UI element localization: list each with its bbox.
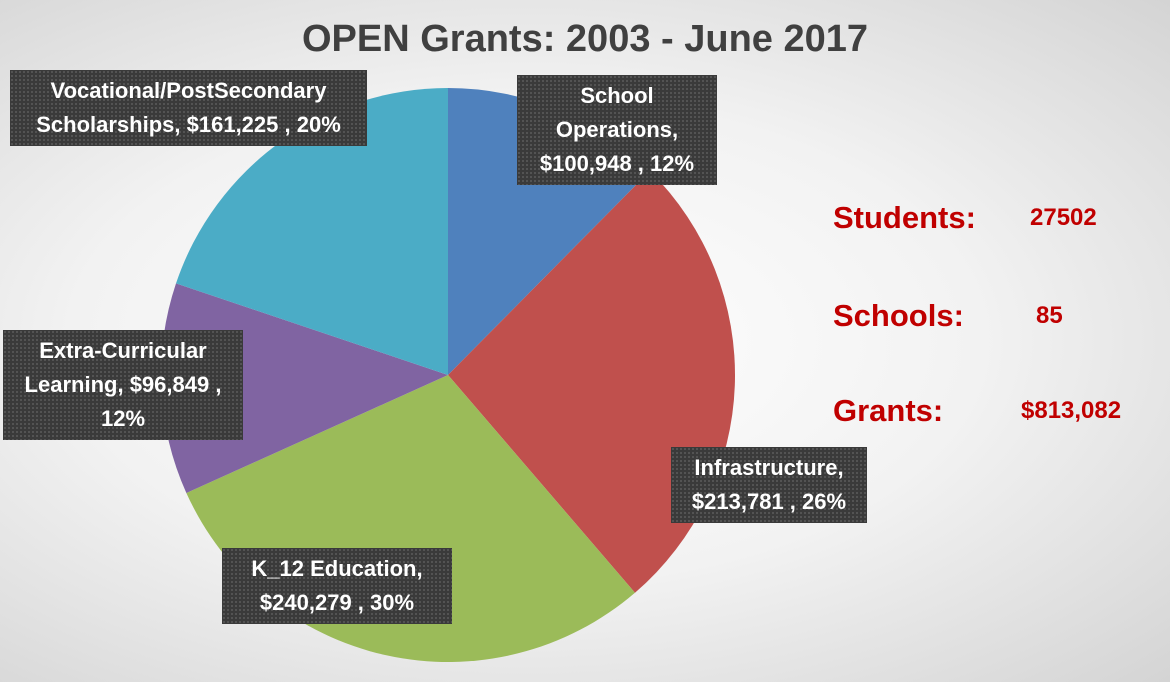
chart-title: OPEN Grants: 2003 - June 2017 (301, 18, 869, 60)
stat-value: 27502 (1030, 204, 1097, 231)
label-value: $240,279 , (259, 590, 364, 615)
label-percent: 26% (802, 489, 847, 514)
stat-label: Grants: (833, 393, 944, 428)
data-label: Infrastructure, $213,781 , 26% (671, 447, 867, 523)
label-value: $161,225 , (186, 112, 291, 137)
label-percent: 20% (296, 112, 341, 137)
stat-row: Schools: 85 (833, 298, 1163, 338)
stat-label: Schools: (833, 298, 964, 333)
stat-label: Students: (833, 200, 976, 235)
pie-slice (176, 88, 449, 375)
label-category: Vocational/PostSecondary Scholarships, (36, 78, 327, 137)
data-label: School Operations, $100,948 , 12% (517, 75, 717, 185)
data-label: Extra-Curricular Learning, $96,849 , 12% (3, 330, 243, 440)
data-label: K_12 Education, $240,279 , 30% (222, 548, 452, 624)
label-percent: 12% (650, 151, 695, 176)
pie-slice (448, 170, 736, 593)
label-category: K_12 Education, (251, 556, 423, 581)
stat-value: 85 (1036, 302, 1063, 329)
label-value: $213,781 , (691, 489, 796, 514)
stat-row: Students: 27502 (833, 200, 1163, 240)
label-percent: 12% (100, 406, 146, 431)
label-category: Extra-Curricular Learning, (24, 338, 207, 397)
stat-value: $813,082 (1021, 397, 1122, 424)
label-value: $100,948 , (539, 151, 644, 176)
stat-row: Grants: $813,082 (833, 393, 1163, 433)
data-label: Vocational/PostSecondary Scholarships, $… (10, 70, 367, 146)
label-value: $96,849 , (129, 372, 222, 397)
label-percent: 30% (370, 590, 415, 615)
label-category: School Operations, (555, 83, 679, 142)
label-category: Infrastructure, (694, 455, 844, 480)
